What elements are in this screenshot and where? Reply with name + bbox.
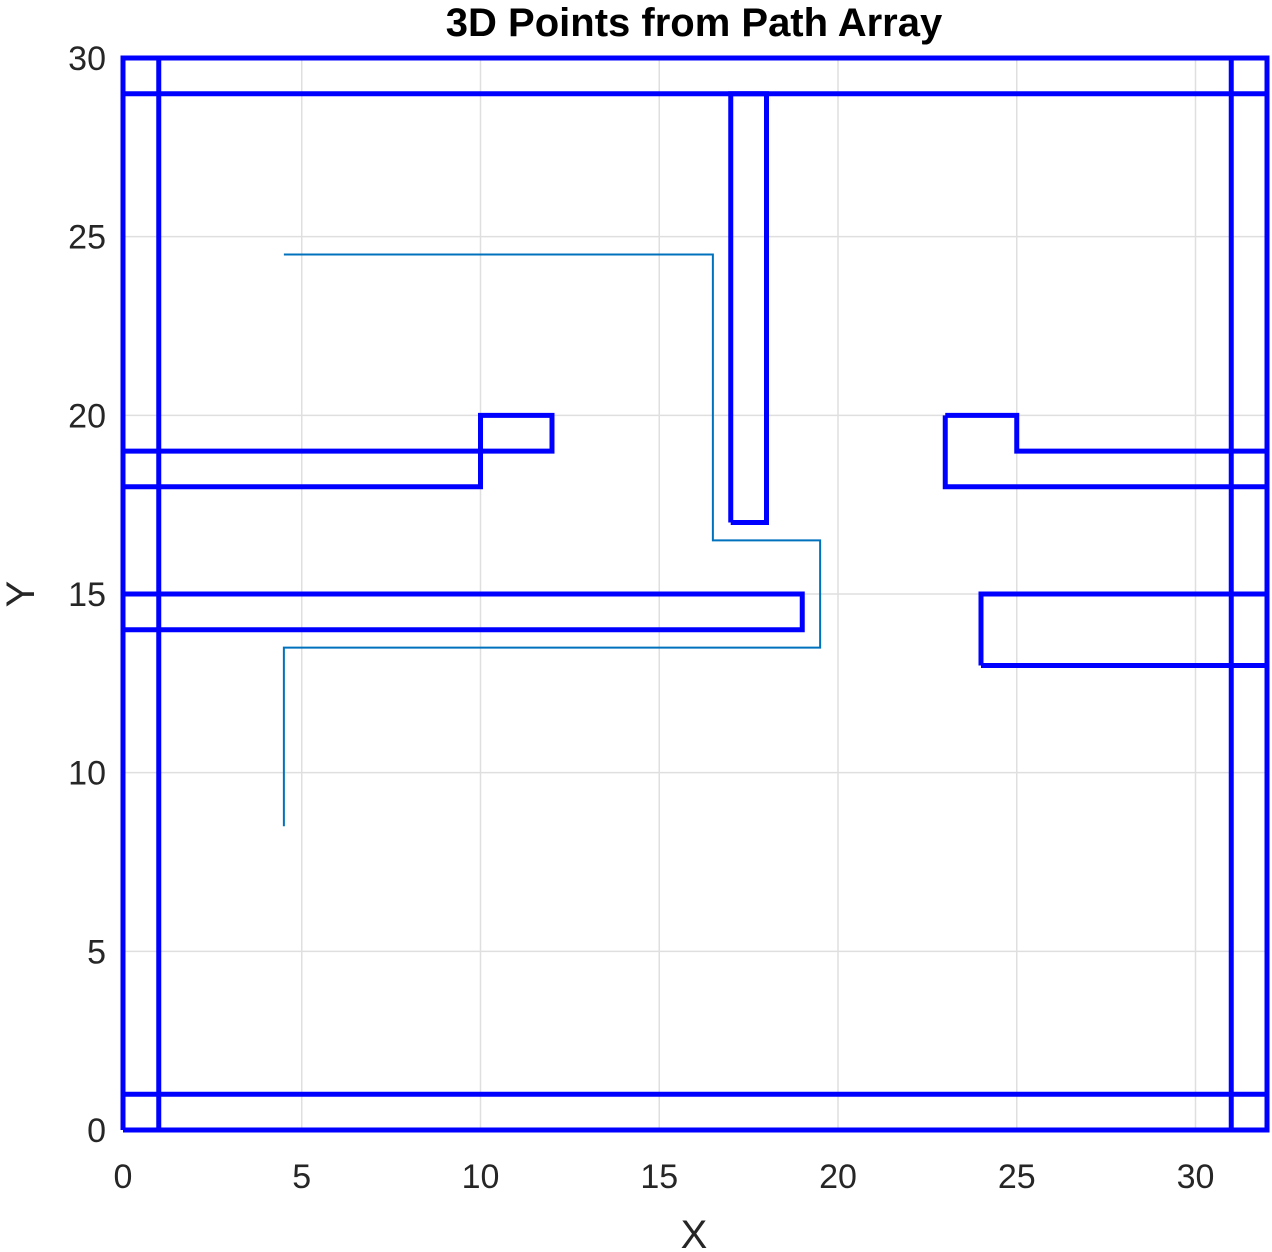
x-tick-label: 15	[640, 1158, 678, 1196]
obstacles	[120, 55, 1270, 1133]
obstacle-8	[120, 591, 805, 633]
x-tick-label: 20	[819, 1158, 857, 1196]
x-tick-label: 5	[292, 1158, 311, 1196]
x-tick-label: 0	[114, 1158, 133, 1196]
chart-title: 3D Points from Path Array	[446, 1, 943, 45]
path-series	[282, 253, 822, 827]
y-tick-label: 5	[87, 933, 106, 971]
y-axis-label: Y	[0, 581, 43, 608]
x-tick-label: 25	[998, 1158, 1036, 1196]
obstacle-1	[120, 55, 1270, 97]
tick-labels: 0 5 10 15 20 25 30 0 5 10 15 20 25 30	[68, 40, 1214, 1196]
obstacle-9	[978, 591, 1270, 668]
obstacle-2	[120, 1091, 1270, 1133]
y-tick-label: 0	[87, 1112, 106, 1150]
obstacle-4	[1228, 55, 1270, 1133]
y-tick-label: 10	[68, 755, 106, 793]
y-tick-label: 25	[68, 219, 106, 257]
obstacle-3	[120, 55, 162, 1133]
y-tick-label: 20	[68, 397, 106, 435]
y-tick-label: 30	[68, 40, 106, 78]
x-tick-label: 30	[1177, 1158, 1215, 1196]
x-axis-label: X	[681, 1213, 708, 1252]
path-line	[282, 253, 822, 827]
y-tick-label: 15	[68, 576, 106, 614]
x-tick-label: 10	[462, 1158, 500, 1196]
obstacle-5	[728, 91, 769, 526]
obstacle-7	[942, 412, 1270, 490]
obstacle-6	[120, 412, 555, 490]
